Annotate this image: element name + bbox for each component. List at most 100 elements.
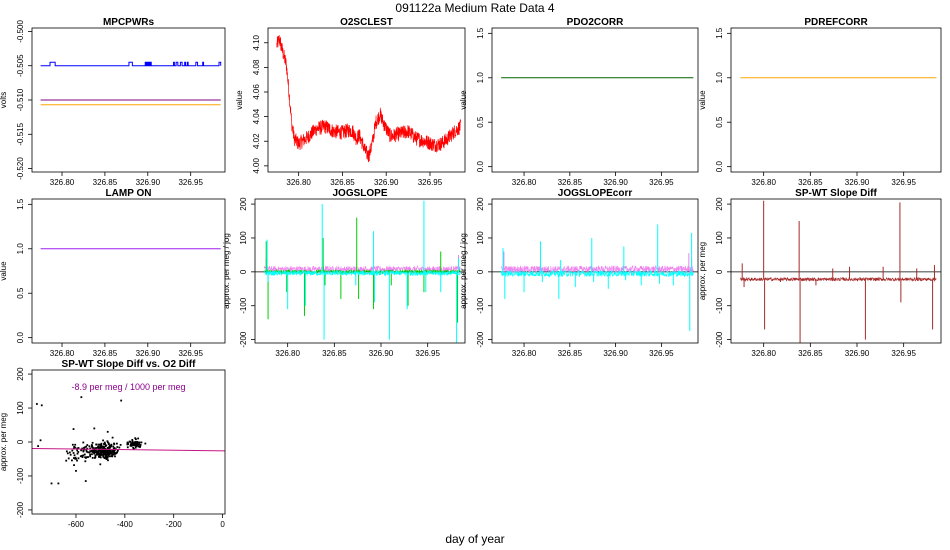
scatter-point [97,446,99,449]
scatter-point [94,456,97,459]
scatter-point [102,451,105,454]
scatter-point [106,446,109,449]
panel-pdrefcorr: PDREFCORR value 326.80 326.85 326.90 326.95 0.… [698,17,942,187]
scatter-point [129,444,132,447]
x-tick-label: 326.90 [136,349,161,358]
scatter-point [112,453,115,456]
scatter-point [97,445,99,448]
y-axis-label: approx. per meg / jog [222,233,231,309]
scatter-point [72,428,75,430]
scatter-point [40,404,43,407]
x-tick-label: 326.90 [845,349,870,358]
scatter-point [81,454,83,457]
x-tick-label: 326.90 [374,178,399,187]
scatter-point [106,430,109,433]
y-tick-label: 4.10 [252,34,261,50]
scatter-point [80,396,83,399]
scatter-point [73,454,76,457]
scatter-point [134,441,137,444]
y-tick-label: -100 [239,297,248,314]
y-tick-label: -100 [715,297,724,314]
scatter-point [99,463,102,466]
x-tick-label: 326.90 [136,178,161,187]
scatter-point [92,447,95,449]
y-tick-label: 0.0 [715,161,724,173]
fit-annotation: -8.9 per meg / 1000 per meg [71,382,185,392]
scatter-point [84,480,87,482]
plot-area [731,200,941,343]
scatter-point [85,449,88,452]
scatter-point [83,453,86,456]
y-tick-label: 100 [715,231,724,245]
scatter-point [108,443,110,446]
scatter-point [85,445,88,448]
series-line [264,269,461,277]
scatter-point [68,451,71,454]
y-tick-label: -200 [16,501,25,518]
scatter-point [120,399,123,402]
scatter-point [113,447,116,450]
scatter-point [91,456,94,459]
panel-spwt: SP-WT Slope Diff approx. per meg 326.80 326… [698,188,942,358]
y-tick-label: -100 [16,467,25,484]
scatter-point [87,451,89,454]
series-line [40,61,222,67]
panel-title: PDO2CORR [567,17,624,28]
panel-title: JOGSLOPEcorr [558,188,633,199]
y-tick-label: -0.500 [16,20,25,43]
plot-area [40,61,222,106]
y-tick-label: 0 [476,269,485,274]
scatter-point [91,453,93,456]
scatter-point [91,450,94,453]
scatter-point [107,452,110,455]
scatter-point [130,445,133,447]
scatter-point [99,453,102,456]
x-tick-label: 326.95 [418,178,443,187]
scatter-point [112,445,115,448]
scatter-point [109,444,111,447]
scatter-point [73,457,75,459]
y-tick-label: -200 [239,331,248,348]
x-tick-label: 326.85 [558,178,583,187]
panel-scatter: SP-WT Slope Diff vs. O2 Diff approx. per … [0,359,226,529]
scatter-point [138,441,141,444]
scatter-point [99,444,102,447]
y-tick-label: 0.5 [715,116,724,128]
x-tick-label: 326.85 [93,349,118,358]
scatter-point [136,441,139,443]
x-tick-label: 326.95 [649,349,674,358]
scatter-point [103,443,105,445]
plot-frame [491,198,699,344]
scatter-point [104,450,107,453]
x-tick-label: 326.80 [275,349,300,358]
x-tick-label: 326.80 [512,349,537,358]
y-tick-label: 100 [239,231,248,245]
figure-xlabel: day of year [445,532,504,546]
scatter-point [109,452,112,455]
scatter-point [85,456,88,459]
plot-area [255,200,465,343]
scatter-point [106,449,109,452]
x-tick-label: 326.85 [322,349,347,358]
y-tick-label: 4.00 [252,158,261,174]
scatter-point [131,440,134,443]
scatter-point [93,427,96,430]
scatter-point [98,455,100,458]
scatter-point [136,443,139,446]
scatter-point [89,453,92,456]
scatter-point [108,446,110,449]
plot-frame [491,27,699,173]
scatter-point [100,442,103,445]
scatter-point [80,449,83,452]
scatter-point [133,442,136,445]
series-line [501,264,694,274]
plot-frame [267,27,466,173]
scatter-point [137,437,140,440]
panels: MPCPWRs volts 326.80 326.85 326.90 326.95 -0.5… [0,17,942,529]
scatter-point [132,447,135,450]
x-tick-label: 326.85 [798,178,823,187]
y-tick-label: 1.0 [476,72,485,84]
plot-frame [730,198,942,344]
y-axis-label: approx. per meg [0,413,8,471]
x-tick-label: 326.80 [751,349,776,358]
